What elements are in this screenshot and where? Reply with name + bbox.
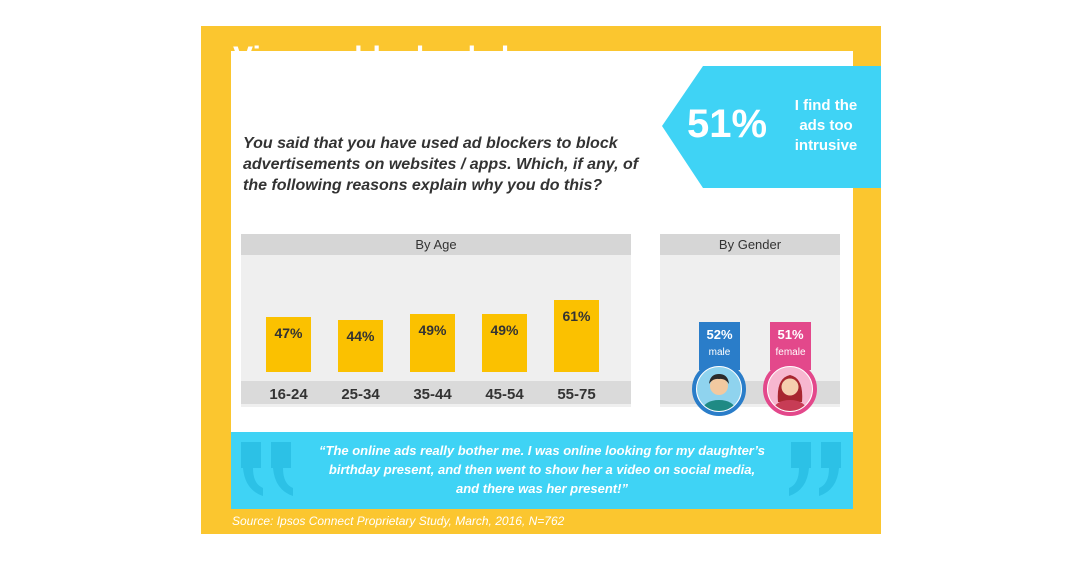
- source-note: Source: Ipsos Connect Proprietary Study,…: [232, 514, 565, 528]
- age-bar-label-45-54: 49%: [490, 322, 519, 339]
- age-chart: By Age 47% 16-24 44% 25-34 49% 35-44 49% 45-54 6…: [241, 234, 631, 407]
- age-bar-16-24: [266, 316, 311, 372]
- gender-chart-title: By Gender: [660, 234, 840, 255]
- age-bar-label-25-34: 44%: [346, 328, 375, 345]
- customer-quote: “The online ads really bother me. I was …: [319, 443, 765, 496]
- male-avatar-icon: [692, 362, 746, 416]
- highlight-arrow-background: [662, 66, 881, 188]
- age-category-label-35-44: 35-44: [413, 386, 452, 403]
- age-bar-55-75: [554, 300, 599, 372]
- open-quote-icon: [241, 442, 293, 496]
- age-chart-title: By Age: [241, 234, 631, 255]
- title-line-1: Viewers block ads because: [233, 41, 621, 74]
- title-underlined-word: intrusive: [356, 77, 482, 110]
- age-category-label-25-34: 25-34: [341, 386, 380, 403]
- male-value-label: 52%: [706, 327, 733, 342]
- close-quote-icon: [789, 442, 841, 496]
- age-bar-25-34: [338, 320, 383, 372]
- age-bar-label-16-24: 47%: [274, 324, 303, 341]
- age-category-strip: [241, 381, 631, 404]
- highlight-value: 51%: [687, 102, 768, 146]
- title-line-2: they are intrusive: [233, 76, 673, 112]
- age-bar-label-55-75: 61%: [562, 308, 591, 324]
- title-line-2-prefix: they are: [233, 77, 357, 110]
- survey-question: You said that you have used ad blockers …: [243, 135, 639, 194]
- male-bar: 52% male: [699, 322, 740, 370]
- female-bar: 51% female: [770, 322, 811, 370]
- quote-band: [231, 432, 853, 509]
- age-bar-label-35-44: 49%: [418, 322, 447, 339]
- age-category-label-45-54: 45-54: [485, 386, 524, 403]
- age-category-label-55-75: 55-75: [557, 386, 596, 403]
- age-category-label-16-24: 16-24: [269, 386, 308, 403]
- male-category-label: male: [708, 347, 731, 358]
- gender-chart: By Gender 52% male 51% female: [660, 234, 840, 416]
- female-category-label: female: [775, 347, 806, 358]
- age-bar-45-54: [482, 314, 527, 372]
- highlight-text: I find the ads too intrusive: [794, 97, 858, 154]
- female-avatar-icon: [763, 362, 817, 416]
- female-value-label: 51%: [777, 327, 804, 342]
- page-title: Viewers block ads because they are intru…: [233, 40, 673, 112]
- age-bar-35-44: [410, 314, 455, 372]
